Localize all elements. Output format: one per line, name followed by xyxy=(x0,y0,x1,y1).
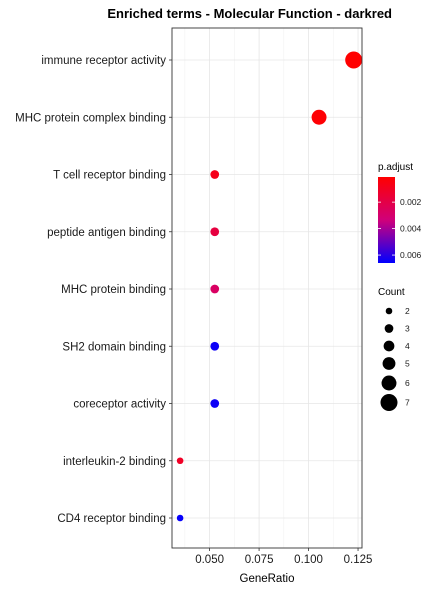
count-legend-title: Count xyxy=(378,287,405,298)
count-legend-label: 6 xyxy=(405,378,410,388)
data-point xyxy=(176,457,184,465)
y-tick-label: MHC protein complex binding xyxy=(15,112,166,124)
data-point xyxy=(345,51,363,69)
data-point xyxy=(210,399,220,408)
data-point xyxy=(176,514,184,522)
count-legend-label: 4 xyxy=(405,341,410,351)
x-tick-label: 0.075 xyxy=(245,554,274,566)
colorbar-label: 0.006 xyxy=(400,250,422,260)
count-legend: Count 2 3 4 5 6 7 xyxy=(378,287,410,411)
y-tick-label: T cell receptor binding xyxy=(53,170,166,182)
x-axis-title: GeneRatio xyxy=(240,573,295,585)
p-adjust-legend: p.adjust 0.002 0.004 0.006 xyxy=(378,162,422,263)
count-legend-key xyxy=(382,357,396,370)
y-tick-label: coreceptor activity xyxy=(73,399,166,411)
colorbar-label: 0.004 xyxy=(400,224,422,234)
x-tick-label: 0.100 xyxy=(294,554,323,566)
p-adjust-legend-title: p.adjust xyxy=(378,162,413,173)
count-legend-label: 3 xyxy=(405,324,410,334)
count-legend-key xyxy=(383,340,395,352)
count-legend-label: 5 xyxy=(405,359,410,369)
count-legend-key xyxy=(384,324,394,333)
y-tick-label: MHC protein binding xyxy=(61,284,166,296)
data-point xyxy=(311,109,327,125)
plot-panel xyxy=(172,28,362,548)
x-axis: 0.050 0.075 0.100 0.125 xyxy=(195,548,372,566)
chart-title: Enriched terms - Molecular Function - da… xyxy=(107,6,392,21)
y-tick-label: CD4 receptor binding xyxy=(57,513,166,525)
y-tick-label: interleukin-2 binding xyxy=(63,456,166,468)
y-tick-label: immune receptor activity xyxy=(41,55,166,67)
data-point xyxy=(210,170,220,179)
count-legend-key xyxy=(380,394,398,411)
colorbar-label: 0.002 xyxy=(400,197,422,207)
y-axis: immune receptor activity MHC protein comp… xyxy=(15,55,172,525)
data-point xyxy=(210,284,220,294)
data-point xyxy=(210,341,220,351)
x-tick-label: 0.125 xyxy=(344,554,373,566)
y-tick-label: SH2 domain binding xyxy=(62,341,166,353)
data-point xyxy=(210,227,220,237)
data-points xyxy=(176,51,363,522)
count-legend-label: 7 xyxy=(405,398,410,408)
x-tick-label: 0.050 xyxy=(195,554,224,566)
panel-background xyxy=(172,28,362,548)
y-tick-label: peptide antigen binding xyxy=(47,227,166,239)
count-legend-key xyxy=(385,307,393,315)
p-adjust-colorbar xyxy=(378,177,395,263)
count-legend-label: 2 xyxy=(405,306,410,316)
panel-border xyxy=(171,27,363,549)
count-legend-key xyxy=(381,375,397,391)
